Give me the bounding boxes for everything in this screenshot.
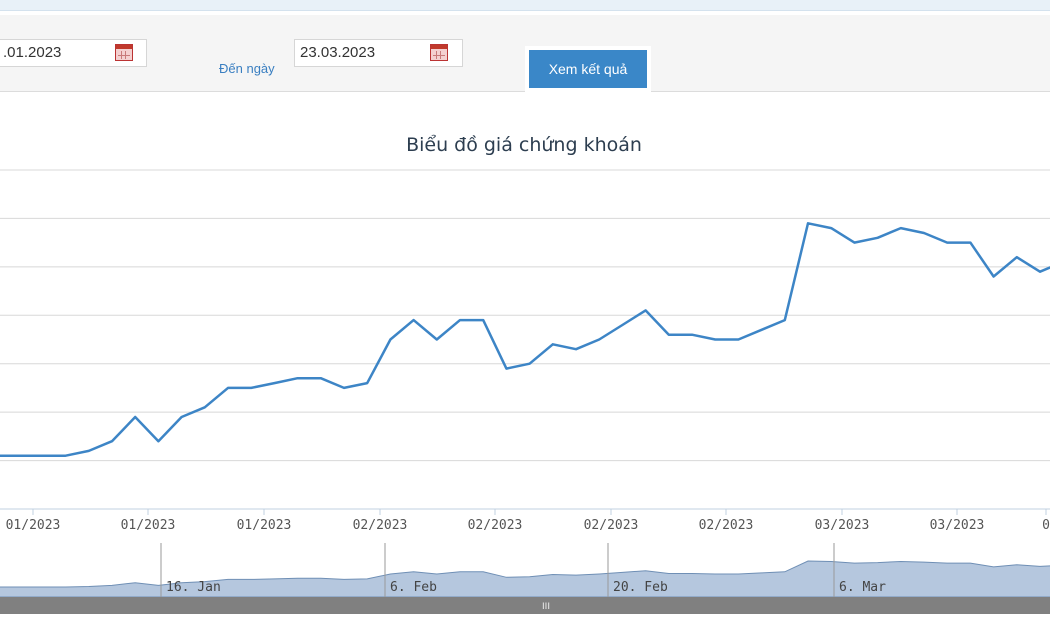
x-tick-label: 03/2023 [930,518,985,533]
navigator-area [0,560,1050,598]
navigator-label: 20. Feb [613,580,668,595]
x-tick-label: 0 [1042,518,1050,533]
x-axis-ticks: 01/2023 01/2023 01/2023 02/2023 02/2023 02/20… [6,509,1050,533]
to-date-field[interactable]: 23.03.2023 [294,39,463,67]
navigator-scrollbar[interactable] [0,597,1050,614]
to-date-value: 23.03.2023 [300,44,376,61]
calendar-icon[interactable] [115,44,133,61]
top-strip [0,0,1050,11]
view-results-button[interactable]: Xem kết quả [529,50,647,88]
x-tick-label: 01/2023 [237,518,292,533]
x-tick-label: 01/2023 [6,518,61,533]
navigator-label: 6. Mar [839,580,886,595]
x-tick-label: 02/2023 [584,518,639,533]
chart-grid [0,169,1050,510]
x-tick-label: 02/2023 [353,518,408,533]
x-tick-label: 01/2023 [121,518,176,533]
from-date-value: .01.2023 [3,44,62,61]
from-date-field[interactable]: .01.2023 [0,39,147,67]
x-tick-label: 02/2023 [699,518,754,533]
stock-price-chart: Biểu đồ giá chứng khoán 01/2023 01/2023 01… [0,134,1050,614]
scrollbar-grip-icon[interactable]: III [542,602,550,612]
navigator-label: 16. Jan [166,580,221,595]
price-series [0,222,1050,457]
navigator-label: 6. Feb [390,580,437,595]
calendar-icon[interactable] [430,44,448,61]
navigator[interactable]: 16. Jan 6. Feb 20. Feb 6. Mar III [0,535,1050,614]
price-line [0,222,1050,457]
date-filter-bar: .01.2023 Đến ngày 23.03.2023 Xem kết quả [0,15,1050,92]
x-tick-label: 02/2023 [468,518,523,533]
chart-title: Biểu đồ giá chứng khoán [406,134,642,156]
to-date-label: Đến ngày [219,61,275,76]
x-tick-label: 03/2023 [815,518,870,533]
